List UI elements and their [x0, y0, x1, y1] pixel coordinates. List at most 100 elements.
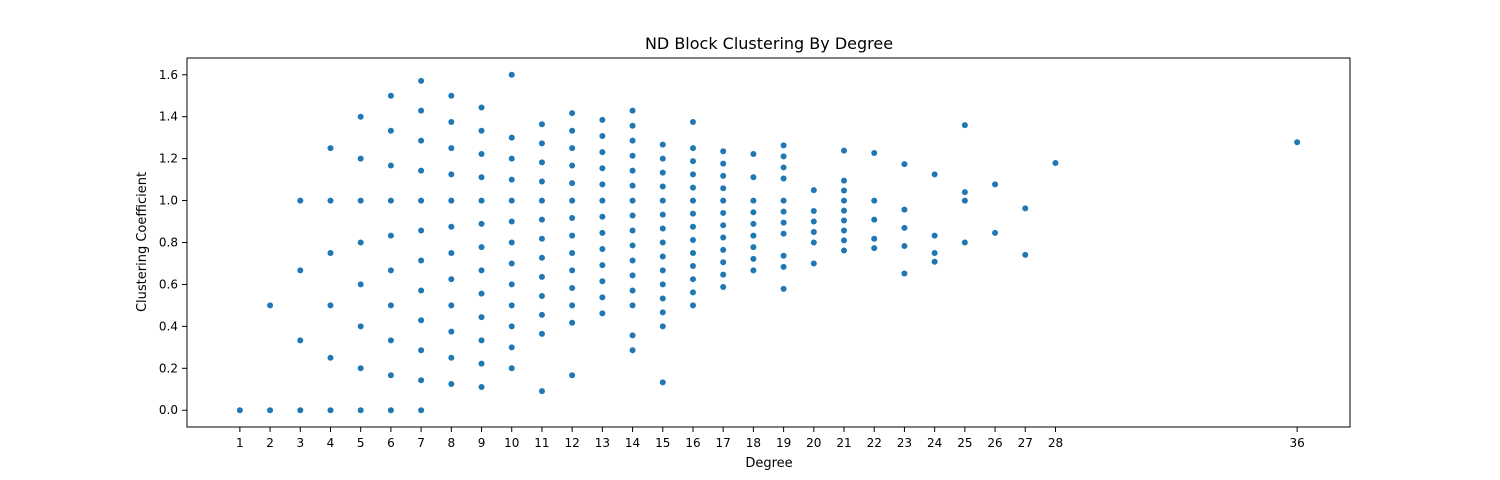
data-point [689, 145, 696, 152]
data-point [569, 145, 576, 152]
data-point [750, 151, 757, 158]
data-point [810, 239, 817, 246]
data-point [689, 262, 696, 269]
y-tick-label: 0.0 [159, 403, 178, 417]
data-point [387, 232, 394, 239]
x-tick-label: 20 [806, 436, 821, 450]
data-point [629, 152, 636, 159]
y-axis-ticks: 0.0 0.2 0.4 0.6 0.8 1.0 1.2 1.4 1.6 [159, 68, 187, 417]
x-tick-label: 26 [987, 436, 1002, 450]
data-point [478, 383, 485, 390]
x-tick-label: 23 [897, 436, 912, 450]
data-point [720, 259, 727, 266]
data-point [901, 206, 908, 213]
data-point [720, 209, 727, 216]
data-point [418, 287, 425, 294]
x-tick-label: 2 [266, 436, 274, 450]
data-point [357, 239, 364, 246]
data-point [327, 145, 334, 152]
data-point [297, 337, 304, 344]
data-point [297, 267, 304, 274]
data-point [599, 262, 606, 269]
data-point [659, 323, 666, 330]
data-point [569, 162, 576, 169]
data-point [357, 323, 364, 330]
data-point [478, 220, 485, 227]
data-point [297, 197, 304, 204]
data-point [387, 197, 394, 204]
data-point [599, 149, 606, 156]
data-point [569, 372, 576, 379]
data-point [780, 263, 787, 270]
data-point [448, 197, 455, 204]
data-point [538, 140, 545, 147]
data-point [629, 332, 636, 339]
data-point [599, 229, 606, 236]
data-point [538, 254, 545, 261]
data-point [569, 285, 576, 291]
data-point [387, 92, 394, 99]
data-point [569, 249, 576, 256]
data-point [538, 311, 545, 318]
data-point [538, 216, 545, 223]
x-tick-label: 5 [357, 436, 365, 450]
data-point [599, 165, 606, 172]
x-tick-label: 27 [1018, 436, 1033, 450]
chart-title: ND Block Clustering By Degree [645, 34, 893, 53]
data-point [387, 337, 394, 344]
data-point [871, 245, 878, 252]
data-point [267, 407, 274, 414]
data-point [810, 229, 817, 236]
data-point [841, 147, 848, 154]
data-point [599, 116, 606, 123]
data-point [418, 407, 425, 414]
data-point [478, 244, 485, 251]
data-point [720, 222, 727, 229]
y-axis-label: Clustering Coefficient [135, 172, 150, 312]
data-point [297, 407, 304, 414]
data-point [689, 276, 696, 283]
data-point [659, 281, 666, 288]
data-point [992, 181, 999, 188]
x-axis-ticks: 1 2 3 4 5 6 7 8 9 10 11 12 13 14 15 16 17 18 19 20 21 22 23 24 2… [236, 427, 1305, 450]
data-point [538, 178, 545, 185]
data-point [689, 118, 696, 125]
data-point [357, 407, 364, 414]
x-tick-label: 11 [534, 436, 549, 450]
data-point [750, 244, 757, 251]
data-point [931, 258, 938, 265]
data-point [689, 184, 696, 191]
data-point [538, 197, 545, 204]
data-point [357, 281, 364, 288]
data-point [780, 197, 787, 204]
data-point [961, 239, 968, 246]
data-point [418, 77, 425, 84]
x-tick-label: 8 [447, 436, 455, 450]
data-point [387, 407, 394, 414]
x-tick-label: 22 [867, 436, 882, 450]
data-point [508, 218, 515, 225]
data-point [629, 257, 636, 264]
data-point [720, 197, 727, 204]
data-point [780, 164, 787, 171]
data-point [810, 187, 817, 194]
data-point [750, 197, 757, 204]
x-tick-label: 24 [927, 436, 942, 450]
data-point [750, 232, 757, 239]
data-point [659, 267, 666, 274]
data-point [478, 290, 485, 297]
data-point [357, 365, 364, 372]
y-tick-label: 0.4 [159, 319, 178, 333]
x-axis-label: Degree [745, 456, 792, 471]
data-point [901, 270, 908, 277]
data-point [689, 289, 696, 296]
data-point [478, 197, 485, 204]
data-point [418, 257, 425, 264]
data-point [387, 372, 394, 379]
data-point [629, 242, 636, 249]
data-points [236, 71, 1301, 414]
data-point [841, 177, 848, 184]
y-tick-label: 1.4 [159, 110, 178, 124]
data-point [780, 252, 787, 259]
data-point [629, 227, 636, 234]
